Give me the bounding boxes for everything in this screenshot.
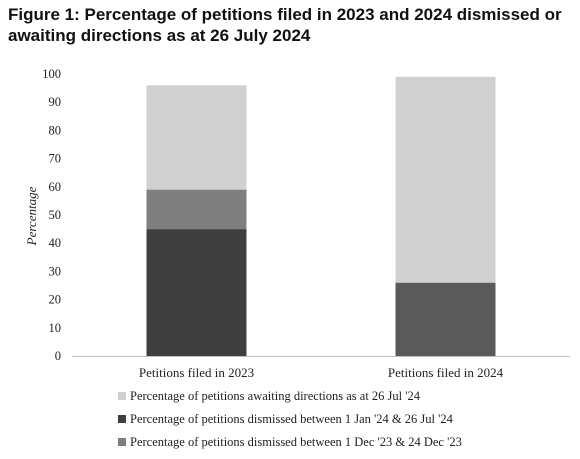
y-tick-label: 90 <box>49 95 62 109</box>
legend-swatch <box>118 392 126 400</box>
y-tick-label: 10 <box>49 321 62 335</box>
legend: Percentage of petitions awaiting directi… <box>118 389 462 449</box>
y-tick-label: 100 <box>42 67 61 81</box>
y-axis-label: Percentage <box>24 186 39 246</box>
x-category-label: Petitions filed in 2024 <box>388 365 504 380</box>
y-tick-label: 70 <box>49 152 62 166</box>
y-axis: 0 10 20 30 40 50 60 70 80 90 100 <box>42 67 61 363</box>
y-tick-label: 50 <box>49 208 62 222</box>
legend-label: Percentage of petitions awaiting directi… <box>130 389 421 403</box>
bar-segment <box>146 189 247 230</box>
bar-segment <box>146 85 247 190</box>
y-tick-label: 0 <box>55 349 61 363</box>
y-tick-label: 80 <box>49 123 62 137</box>
chart-title: Figure 1: Percentage of petitions filed … <box>8 5 562 45</box>
legend-swatch <box>118 438 126 446</box>
legend-swatch <box>118 415 126 423</box>
bars <box>146 76 496 356</box>
x-axis: Petitions filed in 2023 Petitions filed i… <box>72 356 570 380</box>
legend-label: Percentage of petitions dismissed betwee… <box>130 435 462 449</box>
y-tick-label: 60 <box>49 180 62 194</box>
y-tick-label: 30 <box>49 264 62 278</box>
y-tick-label: 20 <box>49 293 62 307</box>
bar-segment <box>395 282 496 356</box>
y-tick-label: 40 <box>49 236 62 250</box>
bar-segment <box>146 229 247 356</box>
bar-segment <box>395 76 496 283</box>
x-category-label: Petitions filed in 2023 <box>139 365 254 380</box>
legend-label: Percentage of petitions dismissed betwee… <box>130 412 454 426</box>
